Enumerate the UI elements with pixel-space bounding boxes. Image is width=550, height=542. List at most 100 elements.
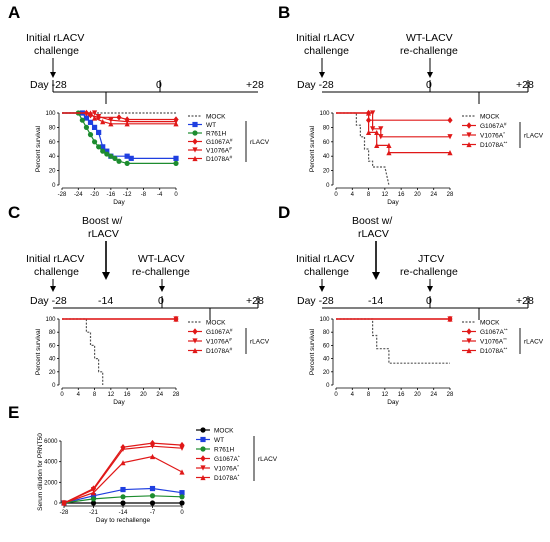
timeline-d-label-1: Initial rLACV	[296, 253, 354, 265]
chart-a-series-wt-point	[128, 155, 134, 161]
timeline-c: Boost w/ rLACV Initial rLACV challenge W…	[26, 215, 264, 320]
chart-a-series-r761h-point	[108, 153, 114, 159]
chart-a-legend-v1076a-sup: #	[229, 146, 232, 152]
chart-a-series-r761h-point	[87, 132, 94, 138]
chart-a-series-v1076a-point	[96, 114, 102, 120]
timeline-d-boost-day: -14	[368, 295, 383, 307]
chart-e-series-v1076a-point	[179, 445, 185, 451]
chart-a-y-tick-label: 60	[49, 140, 56, 146]
chart-a-series-wt-point	[83, 115, 90, 121]
chart-e-series-mock-point	[90, 500, 97, 506]
chart-c-legend-d1078a-label: D1078A#	[206, 346, 233, 355]
chart-e-legend-d1078a-label: D1078A*	[214, 473, 240, 482]
chart-e-legend-g1067a-sup: *	[238, 454, 240, 460]
chart-e-x-label: Day to rechallenge	[96, 517, 151, 524]
chart-b-series-v1076a-point	[447, 134, 453, 140]
chart-c-y-tick-label: 40	[49, 357, 56, 363]
chart-e-series-r761h-point	[179, 494, 185, 500]
chart-b-series-g1067a-point	[447, 117, 453, 124]
panel-letter-a: A	[8, 3, 20, 22]
chart-b-legend-g1067a-marker	[466, 122, 472, 129]
chart-a-legend-d1078a-marker	[192, 155, 198, 162]
timeline-d-label-2: challenge	[304, 266, 349, 278]
chart-b-y-tick-label: 80	[323, 125, 330, 131]
chart-b-y-tick-label: 100	[319, 111, 330, 117]
chart-a-series-g1067a-point	[116, 114, 122, 121]
chart-e-y-tick-label: 6000	[44, 439, 58, 445]
timeline-a-bracket	[52, 80, 161, 104]
chart-d-y-tick-label: 40	[323, 357, 330, 363]
timeline-c-label-1: Initial rLACV	[26, 253, 84, 265]
chart-e-series-r761h-point	[149, 493, 156, 499]
chart-c-y-tick-label: 60	[49, 343, 56, 349]
chart-b-legend-v1076a-label: V1076A*	[480, 131, 505, 140]
timeline-c-boost-arrowhead	[102, 272, 110, 280]
chart-c-x-tick-label: 0	[60, 392, 64, 398]
chart-e-legend-d1078a-sup: *	[238, 473, 240, 479]
chart-e-series-mock-point	[120, 500, 126, 506]
chart-a-series-r761h-point	[91, 139, 98, 145]
timeline-d-bracket	[429, 296, 529, 320]
chart-e-legend-v1076a-label: V1076A*	[214, 464, 239, 473]
chart-d-x-tick-label: 16	[398, 392, 405, 398]
chart-d-y-tick-label: 80	[323, 330, 330, 336]
chart-d-legend-mock-label: MOCK	[480, 319, 500, 326]
chart-c-legend-g1067a-marker	[192, 328, 198, 335]
timeline-d-mid: 0	[426, 295, 432, 307]
chart-d-x-tick-label: 28	[447, 392, 454, 398]
timeline-c-top-2: rLACV	[88, 228, 119, 240]
chart-a-series-d1078a-point	[91, 115, 98, 121]
chart-d-x-tick-label: 4	[351, 392, 355, 398]
chart-a-series-r761h-point	[173, 160, 179, 166]
chart-d-x-label: Day	[387, 399, 399, 406]
timeline-d-arrowhead-2	[427, 286, 433, 292]
chart-d-series-d1078a-point	[447, 316, 453, 322]
chart-a-legend-d1078a-sup: #	[230, 154, 233, 160]
timeline-b-mid: 0	[426, 79, 432, 91]
chart-a-x-tick-label: -8	[141, 192, 147, 198]
chart-c-x-tick-label: 8	[93, 392, 97, 398]
chart-a-series-wt-point	[104, 148, 110, 154]
chart-c-legend-mock-label: MOCK	[206, 319, 226, 326]
chart-c-legend-v1076a-marker	[192, 338, 198, 344]
timeline-b-label-1: Initial rLACV	[296, 32, 354, 44]
chart-a-series-wt-point	[173, 155, 179, 161]
chart-c-y-label: Percent survival	[35, 328, 42, 375]
chart-e-series-d1078a-point	[179, 469, 185, 475]
timeline-a: Initial rLACV challenge Day -28 0 +28	[26, 32, 264, 104]
chart-e-x-tick-label: -28	[60, 510, 69, 516]
timeline-d-boost-arrowhead	[372, 272, 380, 280]
chart-a-legend-wt-label: WT	[206, 122, 216, 129]
chart-b-legend-bracket-label: rLACV	[524, 132, 544, 139]
chart-e-series-v1076a-point	[149, 443, 156, 449]
chart-a-series-wt-point	[96, 129, 102, 136]
chart-b-series-d1078a-point	[447, 150, 453, 156]
chart-c-x-label: Day	[113, 399, 125, 406]
timeline-d-mid-label-1: JTCV	[418, 253, 444, 265]
timeline-d-day-start: Day -28	[297, 295, 334, 307]
chart-e-series-r761h-point	[90, 496, 97, 502]
chart-c-x-tick-label: 24	[156, 392, 163, 398]
chart-e-legend-bracket-label: rLACV	[258, 456, 278, 463]
chart-e-series-v1076a-point	[120, 446, 126, 452]
chart-a-x-tick-label: 0	[174, 192, 178, 198]
chart-e-y-tick-label: 0	[54, 501, 58, 507]
chart-e-legend-v1076a-marker	[200, 465, 206, 471]
chart-d-legend-g1067a-sup: **	[504, 327, 508, 333]
chart-d-legend-g1067a-marker	[466, 328, 472, 335]
chart-a-series-wt-point	[91, 124, 98, 130]
chart-b-y-label: Percent survival	[309, 125, 316, 172]
chart-e-series-g1067a-line	[63, 442, 183, 504]
chart-a-series-wt-point	[124, 153, 130, 159]
chart-d-y-tick-label: 100	[319, 317, 330, 323]
chart-e-series-mock-point	[149, 500, 156, 506]
chart-c-legend-d1078a-sup: #	[230, 346, 233, 352]
chart-c-x-tick-label: 16	[124, 392, 131, 398]
chart-c-legend-bracket-label: rLACV	[250, 338, 270, 345]
chart-d-x-tick-label: 12	[382, 392, 389, 398]
chart-e-y-label: Serum dilution for PRNT50	[37, 433, 44, 511]
chart-e-legend-g1067a-label: G1067A*	[214, 454, 240, 463]
chart-e-series-r761h-point	[120, 494, 126, 500]
timeline-c-mid-label-1: WT-LACV	[138, 253, 185, 265]
chart-b-series-v1076a-line	[336, 112, 450, 138]
